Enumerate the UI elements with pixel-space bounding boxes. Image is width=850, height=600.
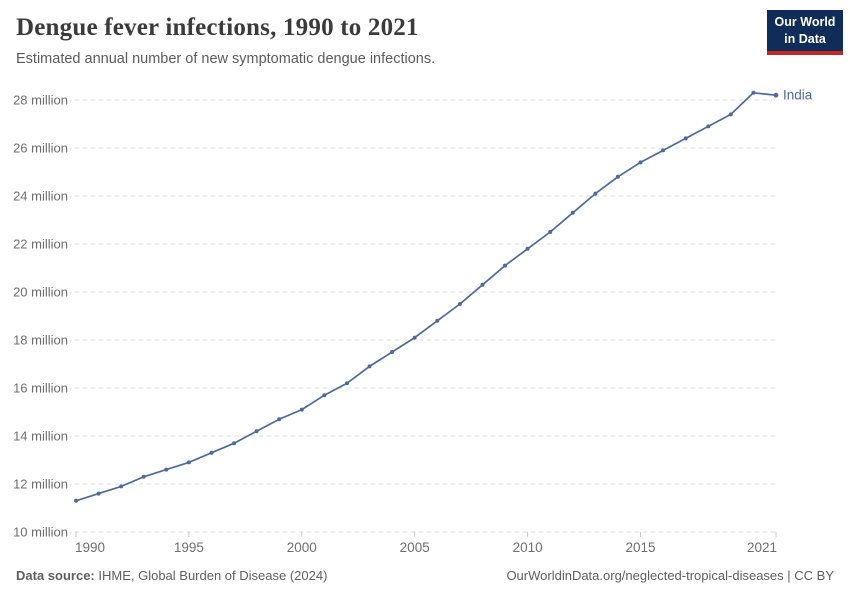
data-point[interactable] bbox=[299, 407, 304, 412]
data-point[interactable] bbox=[548, 230, 553, 234]
y-axis-label: 18 million bbox=[13, 333, 68, 348]
data-point[interactable] bbox=[728, 112, 733, 117]
data-point[interactable] bbox=[706, 124, 711, 129]
y-axis-label: 10 million bbox=[13, 525, 68, 540]
data-point[interactable] bbox=[525, 246, 530, 251]
data-point[interactable] bbox=[412, 335, 417, 340]
data-point[interactable] bbox=[141, 474, 146, 479]
data-point[interactable] bbox=[661, 148, 666, 153]
chart-title: Dengue fever infections, 1990 to 2021 bbox=[16, 14, 419, 41]
data-point[interactable] bbox=[593, 191, 598, 196]
y-axis-label: 24 million bbox=[13, 189, 68, 204]
data-point[interactable] bbox=[232, 441, 237, 446]
data-point[interactable] bbox=[322, 393, 327, 398]
x-axis-label: 2015 bbox=[625, 540, 655, 555]
y-axis-label: 26 million bbox=[13, 141, 68, 156]
data-source-label: Data source: bbox=[16, 568, 95, 583]
data-point[interactable] bbox=[277, 417, 282, 422]
data-point[interactable] bbox=[503, 263, 507, 268]
y-axis-label: 14 million bbox=[13, 429, 68, 444]
data-point[interactable] bbox=[96, 491, 101, 496]
owid-logo-line1: Our World bbox=[774, 15, 836, 30]
y-axis-label: 12 million bbox=[13, 477, 68, 492]
data-point[interactable] bbox=[773, 92, 779, 98]
chart-subtitle: Estimated annual number of new symptomat… bbox=[16, 51, 436, 67]
data-point[interactable] bbox=[615, 174, 620, 179]
y-axis-label: 20 million bbox=[13, 285, 68, 300]
x-axis-label: 2010 bbox=[513, 540, 543, 555]
data-source: Data source: IHME, Global Burden of Dise… bbox=[16, 568, 327, 583]
data-point[interactable] bbox=[390, 350, 395, 354]
y-axis-label: 16 million bbox=[13, 381, 68, 396]
data-point[interactable] bbox=[638, 160, 643, 165]
x-axis-label: 2000 bbox=[287, 540, 317, 555]
india-line[interactable] bbox=[75, 91, 777, 502]
x-axis-label: 2005 bbox=[400, 540, 430, 555]
data-point[interactable] bbox=[683, 136, 688, 141]
series-end-label[interactable]: India bbox=[783, 88, 813, 103]
y-axis-label: 22 million bbox=[13, 237, 68, 252]
data-source-text: IHME, Global Burden of Disease (2024) bbox=[94, 568, 328, 583]
data-point[interactable] bbox=[457, 302, 462, 306]
data-point[interactable] bbox=[186, 460, 191, 465]
owid-logo-line2: in Data bbox=[784, 31, 826, 46]
data-point[interactable] bbox=[254, 429, 259, 434]
y-axis-label: 28 million bbox=[13, 93, 68, 108]
data-point[interactable] bbox=[751, 90, 756, 95]
owid-logo[interactable]: Our World in Data bbox=[767, 10, 843, 55]
owid-citation-link[interactable]: OurWorldinData.org/neglected-tropical-di… bbox=[506, 568, 834, 583]
x-axis-label: 2021 bbox=[747, 540, 777, 555]
data-point[interactable] bbox=[164, 467, 169, 472]
data-point[interactable] bbox=[345, 381, 349, 386]
data-point[interactable] bbox=[480, 282, 485, 287]
data-point[interactable] bbox=[435, 318, 440, 323]
data-point[interactable] bbox=[570, 210, 575, 215]
x-axis-label: 1995 bbox=[174, 540, 204, 555]
chart-footer: Data source: IHME, Global Burden of Dise… bbox=[16, 568, 834, 583]
data-point[interactable] bbox=[119, 484, 124, 489]
x-axis-label: 1990 bbox=[75, 540, 105, 555]
data-point[interactable] bbox=[367, 364, 372, 369]
data-point[interactable] bbox=[209, 450, 214, 455]
data-point[interactable] bbox=[74, 498, 78, 503]
